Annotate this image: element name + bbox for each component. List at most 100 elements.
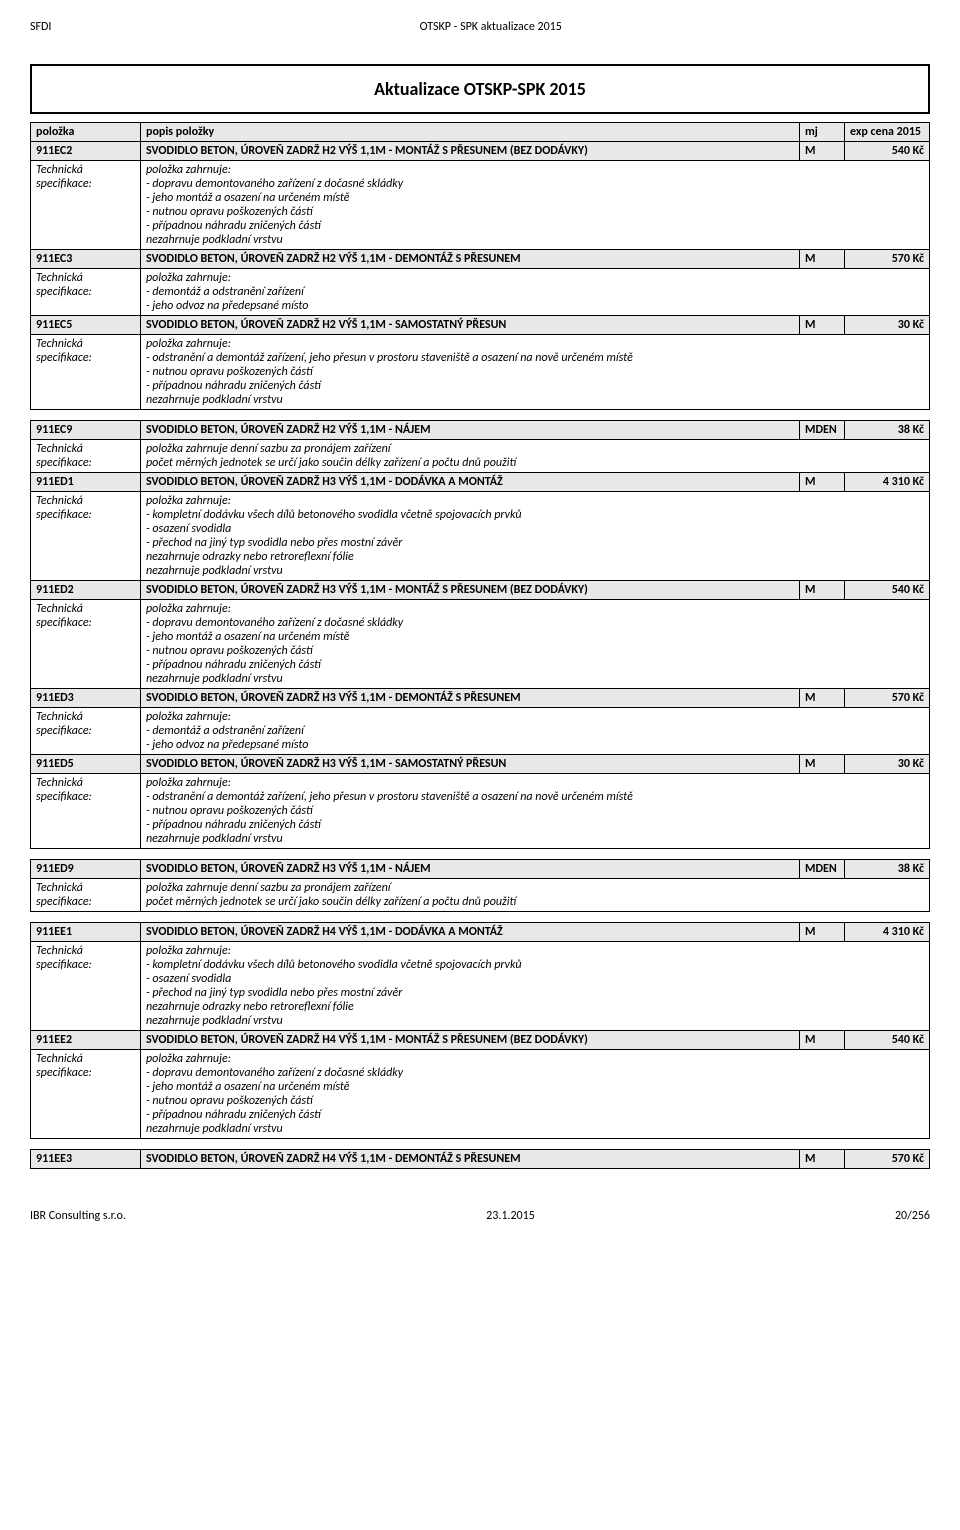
item-row: 911EE2SVODIDLO BETON, ÚROVEŇ ZADRŽ H4 VÝ… — [31, 1031, 930, 1050]
spec-line: počet měrných jednotek se určí jako souč… — [146, 895, 924, 909]
spec-label: Technická specifikace: — [31, 879, 141, 912]
spec-label: Technická specifikace: — [31, 440, 141, 473]
spec-line: - nutnou opravu poškozených částí — [146, 365, 924, 379]
spec-line: nezahrnuje podkladní vrstvu — [146, 1014, 924, 1028]
column-header-desc: popis položky — [141, 123, 800, 142]
spec-row: Technická specifikace:položka zahrnuje:-… — [31, 269, 930, 316]
spec-line: - případnou náhradu zničených částí — [146, 219, 924, 233]
spec-line: - nutnou opravu poškozených částí — [146, 205, 924, 219]
spec-content: položka zahrnuje denní sazbu za pronájem… — [141, 879, 930, 912]
spec-line: nezahrnuje podkladní vrstvu — [146, 233, 924, 247]
item-row: 911ED5SVODIDLO BETON, ÚROVEŇ ZADRŽ H3 VÝ… — [31, 755, 930, 774]
spec-content: položka zahrnuje:- dopravu demontovaného… — [141, 600, 930, 689]
spec-line: počet měrných jednotek se určí jako souč… — [146, 456, 924, 470]
spec-line: položka zahrnuje: — [146, 163, 924, 177]
item-code: 911EE3 — [31, 1150, 141, 1169]
item-price: 570 Kč — [845, 250, 930, 269]
spec-line: nezahrnuje podkladní vrstvu — [146, 832, 924, 846]
item-price: 38 Kč — [845, 421, 930, 440]
content-area: položkapopis položkymjexp cena 2015911EC… — [30, 122, 930, 1169]
item-desc: SVODIDLO BETON, ÚROVEŇ ZADRŽ H2 VÝŠ 1,1M… — [141, 316, 800, 335]
spec-content: položka zahrnuje:- dopravu demontovaného… — [141, 161, 930, 250]
spec-line: - nutnou opravu poškozených částí — [146, 804, 924, 818]
item-price: 540 Kč — [845, 581, 930, 600]
spec-line: položka zahrnuje: — [146, 337, 924, 351]
item-price: 4 310 Kč — [845, 923, 930, 942]
item-row: 911ED9SVODIDLO BETON, ÚROVEŇ ZADRŽ H3 VÝ… — [31, 860, 930, 879]
page-header: SFDI OTSKP - SPK aktualizace 2015 — [30, 20, 930, 34]
column-header-mj: mj — [800, 123, 845, 142]
block-gap — [30, 849, 930, 859]
spec-line: položka zahrnuje: — [146, 1052, 924, 1066]
block-gap — [30, 912, 930, 922]
item-desc: SVODIDLO BETON, ÚROVEŇ ZADRŽ H2 VÝŠ 1,1M… — [141, 421, 800, 440]
spec-line: - případnou náhradu zničených částí — [146, 1108, 924, 1122]
spec-line: položka zahrnuje: — [146, 271, 924, 285]
spec-line: nezahrnuje odrazky nebo retroreflexní fó… — [146, 550, 924, 564]
spec-content: položka zahrnuje denní sazbu za pronájem… — [141, 440, 930, 473]
item-unit: M — [800, 755, 845, 774]
spec-label: Technická specifikace: — [31, 774, 141, 849]
item-desc: SVODIDLO BETON, ÚROVEŇ ZADRŽ H4 VÝŠ 1,1M… — [141, 1031, 800, 1050]
item-code: 911EC3 — [31, 250, 141, 269]
pricing-table: 911EE3SVODIDLO BETON, ÚROVEŇ ZADRŽ H4 VÝ… — [30, 1149, 930, 1169]
spec-row: Technická specifikace:položka zahrnuje:-… — [31, 492, 930, 581]
item-code: 911EC9 — [31, 421, 141, 440]
spec-line: položka zahrnuje denní sazbu za pronájem… — [146, 881, 924, 895]
item-row: 911EE3SVODIDLO BETON, ÚROVEŇ ZADRŽ H4 VÝ… — [31, 1150, 930, 1169]
item-desc: SVODIDLO BETON, ÚROVEŇ ZADRŽ H4 VÝŠ 1,1M… — [141, 923, 800, 942]
item-code: 911EC2 — [31, 142, 141, 161]
item-desc: SVODIDLO BETON, ÚROVEŇ ZADRŽ H3 VÝŠ 1,1M… — [141, 581, 800, 600]
spec-line: - případnou náhradu zničených částí — [146, 379, 924, 393]
spec-label: Technická specifikace: — [31, 161, 141, 250]
spec-line: položka zahrnuje: — [146, 494, 924, 508]
item-price: 30 Kč — [845, 755, 930, 774]
spec-line: nezahrnuje podkladní vrstvu — [146, 564, 924, 578]
header-center: OTSKP - SPK aktualizace 2015 — [420, 20, 562, 34]
item-code: 911ED9 — [31, 860, 141, 879]
spec-content: položka zahrnuje:- demontáž a odstranění… — [141, 269, 930, 316]
item-unit: M — [800, 581, 845, 600]
spec-label: Technická specifikace: — [31, 708, 141, 755]
spec-line: - demontáž a odstranění zařízení — [146, 724, 924, 738]
pricing-table: 911ED9SVODIDLO BETON, ÚROVEŇ ZADRŽ H3 VÝ… — [30, 859, 930, 912]
spec-line: - dopravu demontovaného zařízení z dočas… — [146, 177, 924, 191]
item-unit: M — [800, 473, 845, 492]
spec-line: nezahrnuje podkladní vrstvu — [146, 672, 924, 686]
spec-line: - odstranění a demontáž zařízení, jeho p… — [146, 790, 924, 804]
item-unit: M — [800, 1031, 845, 1050]
item-price: 570 Kč — [845, 1150, 930, 1169]
footer-left: IBR Consulting s.r.o. — [30, 1209, 126, 1223]
spec-line: - kompletní dodávku všech dílů betonovéh… — [146, 508, 924, 522]
item-row: 911ED3SVODIDLO BETON, ÚROVEŇ ZADRŽ H3 VÝ… — [31, 689, 930, 708]
spec-content: položka zahrnuje:- odstranění a demontáž… — [141, 335, 930, 410]
spec-line: - případnou náhradu zničených částí — [146, 658, 924, 672]
pricing-table: 911EC9SVODIDLO BETON, ÚROVEŇ ZADRŽ H2 VÝ… — [30, 420, 930, 849]
spec-line: položka zahrnuje: — [146, 710, 924, 724]
spec-line: položka zahrnuje: — [146, 776, 924, 790]
spec-line: nezahrnuje odrazky nebo retroreflexní fó… — [146, 1000, 924, 1014]
spec-line: nezahrnuje podkladní vrstvu — [146, 1122, 924, 1136]
item-unit: M — [800, 250, 845, 269]
spec-line: - odstranění a demontáž zařízení, jeho p… — [146, 351, 924, 365]
spec-line: - jeho montáž a osazení na určeném místě — [146, 1080, 924, 1094]
item-row: 911EC2SVODIDLO BETON, ÚROVEŇ ZADRŽ H2 VÝ… — [31, 142, 930, 161]
spec-line: - dopravu demontovaného zařízení z dočas… — [146, 1066, 924, 1080]
block-gap — [30, 1139, 930, 1149]
spec-line: - nutnou opravu poškozených částí — [146, 1094, 924, 1108]
item-row: 911EC5SVODIDLO BETON, ÚROVEŇ ZADRŽ H2 VÝ… — [31, 316, 930, 335]
spec-line: nezahrnuje podkladní vrstvu — [146, 393, 924, 407]
item-unit: M — [800, 142, 845, 161]
spec-line: - jeho montáž a osazení na určeném místě — [146, 191, 924, 205]
item-code: 911EE1 — [31, 923, 141, 942]
item-price: 38 Kč — [845, 860, 930, 879]
spec-line: - nutnou opravu poškozených částí — [146, 644, 924, 658]
item-row: 911ED1SVODIDLO BETON, ÚROVEŇ ZADRŽ H3 VÝ… — [31, 473, 930, 492]
spec-line: položka zahrnuje: — [146, 602, 924, 616]
spec-line: - osazení svodidla — [146, 972, 924, 986]
spec-row: Technická specifikace:položka zahrnuje:-… — [31, 161, 930, 250]
item-code: 911EC5 — [31, 316, 141, 335]
spec-line: - přechod na jiný typ svodidla nebo přes… — [146, 986, 924, 1000]
spec-line: položka zahrnuje: — [146, 944, 924, 958]
footer-center: 23.1.2015 — [486, 1209, 535, 1223]
